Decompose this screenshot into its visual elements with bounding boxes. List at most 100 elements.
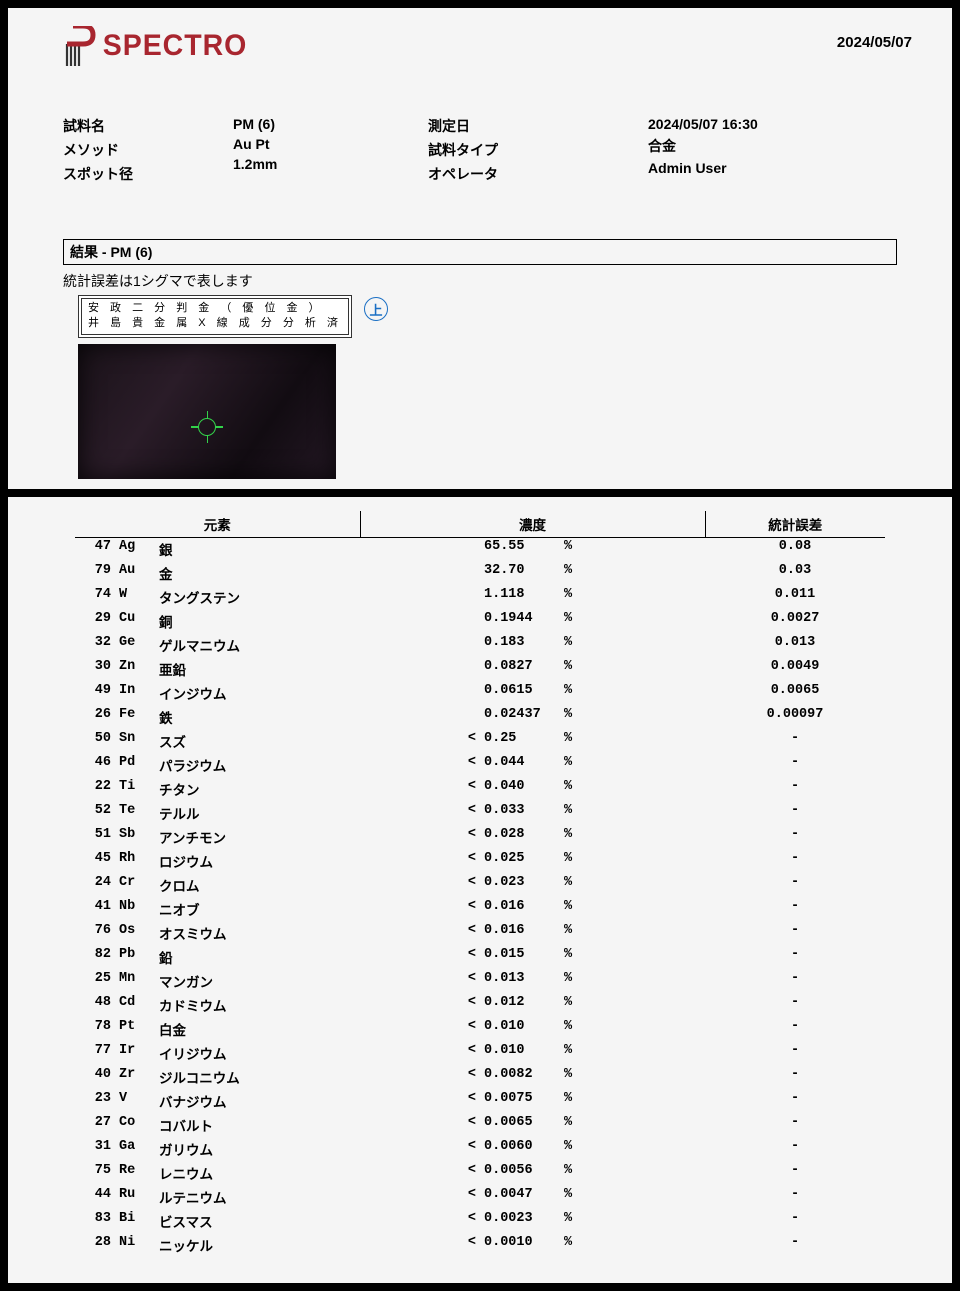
meta-label: スポット径 — [63, 164, 233, 184]
stat-error: - — [705, 1042, 885, 1066]
table-row: 44Ruルテニウム<0.0047%- — [75, 1186, 885, 1210]
stat-error: - — [705, 1090, 885, 1114]
less-than — [360, 562, 480, 586]
table-row: 31Gaガリウム<0.0060%- — [75, 1138, 885, 1162]
concentration-value: 0.015 — [480, 946, 560, 970]
unit: % — [560, 1042, 705, 1066]
specimen-label-line1: 安 政 二 分 判 金 （ 優 位 金 ） — [88, 302, 324, 314]
concentration-value: 0.0065 — [480, 1114, 560, 1138]
element-name: 金 — [155, 562, 360, 586]
concentration-value: 0.010 — [480, 1042, 560, 1066]
less-than — [360, 658, 480, 682]
atomic-number: 49 — [75, 682, 115, 706]
atomic-number: 26 — [75, 706, 115, 730]
unit: % — [560, 1234, 705, 1258]
element-name: タングステン — [155, 586, 360, 610]
element-name: 鉛 — [155, 946, 360, 970]
concentration-value: 0.012 — [480, 994, 560, 1018]
element-name: 白金 — [155, 1018, 360, 1042]
element-name: チタン — [155, 778, 360, 802]
less-than: < — [360, 1018, 480, 1042]
less-than: < — [360, 826, 480, 850]
element-name: オスミウム — [155, 922, 360, 946]
atomic-number: 24 — [75, 874, 115, 898]
element-name: ルテニウム — [155, 1186, 360, 1210]
unit: % — [560, 634, 705, 658]
stat-error: - — [705, 1210, 885, 1234]
less-than: < — [360, 754, 480, 778]
less-than: < — [360, 1042, 480, 1066]
unit: % — [560, 1090, 705, 1114]
unit: % — [560, 1066, 705, 1090]
atomic-number: 77 — [75, 1042, 115, 1066]
report-date: 2024/05/07 — [837, 34, 912, 51]
atomic-number: 41 — [75, 898, 115, 922]
table-row: 25Mnマンガン<0.013%- — [75, 970, 885, 994]
atomic-number: 74 — [75, 586, 115, 610]
element-symbol: Ir — [115, 1042, 155, 1066]
table-row: 46Pdパラジウム<0.044%- — [75, 754, 885, 778]
less-than — [360, 586, 480, 610]
atomic-number: 76 — [75, 922, 115, 946]
stat-error: - — [705, 1066, 885, 1090]
table-row: 28Niニッケル<0.0010%- — [75, 1234, 885, 1258]
element-name: イリジウム — [155, 1042, 360, 1066]
element-name: レニウム — [155, 1162, 360, 1186]
element-symbol: Te — [115, 802, 155, 826]
results-table: 元素 濃度 統計誤差 47Ag銀65.55%0.0879Au金32.70%0.0… — [75, 511, 885, 1258]
unit: % — [560, 970, 705, 994]
stat-error: 0.011 — [705, 586, 885, 610]
table-row: 47Ag銀65.55%0.08 — [75, 537, 885, 562]
concentration-value: 0.25 — [480, 730, 560, 754]
table-row: 40Zrジルコニウム<0.0082%- — [75, 1066, 885, 1090]
atomic-number: 51 — [75, 826, 115, 850]
table-row: 26Fe鉄0.02437%0.00097 — [75, 706, 885, 730]
stat-error: - — [705, 1234, 885, 1258]
element-symbol: Ti — [115, 778, 155, 802]
element-name: ニッケル — [155, 1234, 360, 1258]
unit: % — [560, 946, 705, 970]
atomic-number: 32 — [75, 634, 115, 658]
table-row: 49Inインジウム0.0615%0.0065 — [75, 682, 885, 706]
element-symbol: Pb — [115, 946, 155, 970]
less-than: < — [360, 1090, 480, 1114]
meta-value: Admin User — [648, 160, 952, 176]
stat-error: - — [705, 1114, 885, 1138]
element-symbol: Mn — [115, 970, 155, 994]
element-symbol: Zn — [115, 658, 155, 682]
table-row: 22Tiチタン<0.040%- — [75, 778, 885, 802]
less-than: < — [360, 946, 480, 970]
element-name: 亜鉛 — [155, 658, 360, 682]
report-upper: SPECTRO 2024/05/07 試料名 メソッド スポット径 PM (6)… — [0, 0, 960, 493]
unit: % — [560, 1210, 705, 1234]
atomic-number: 25 — [75, 970, 115, 994]
element-name: アンチモン — [155, 826, 360, 850]
stat-error: 0.03 — [705, 562, 885, 586]
atomic-number: 48 — [75, 994, 115, 1018]
element-symbol: In — [115, 682, 155, 706]
table-row: 52Teテルル<0.033%- — [75, 802, 885, 826]
stat-error: 0.00097 — [705, 706, 885, 730]
unit: % — [560, 730, 705, 754]
metadata-block: 試料名 メソッド スポット径 PM (6) Au Pt 1.2mm 測定日 試料… — [63, 116, 952, 184]
meta-value: PM (6) — [233, 116, 428, 132]
meta-labels-right: 測定日 試料タイプ オペレータ — [428, 116, 648, 184]
less-than: < — [360, 802, 480, 826]
atomic-number: 83 — [75, 1210, 115, 1234]
stat-error: - — [705, 922, 885, 946]
meta-value: 1.2mm — [233, 156, 428, 172]
less-than — [360, 706, 480, 730]
meta-label: 試料タイプ — [428, 140, 648, 160]
atomic-number: 28 — [75, 1234, 115, 1258]
concentration-value: 0.1944 — [480, 610, 560, 634]
unit: % — [560, 898, 705, 922]
element-symbol: Sn — [115, 730, 155, 754]
less-than: < — [360, 1138, 480, 1162]
stat-error: 0.0027 — [705, 610, 885, 634]
logo-mark-icon — [63, 26, 97, 66]
less-than: < — [360, 1066, 480, 1090]
unit: % — [560, 1018, 705, 1042]
sigma-note: 統計誤差は1シグマで表します — [63, 271, 952, 291]
stat-error: - — [705, 754, 885, 778]
stat-error: - — [705, 1018, 885, 1042]
